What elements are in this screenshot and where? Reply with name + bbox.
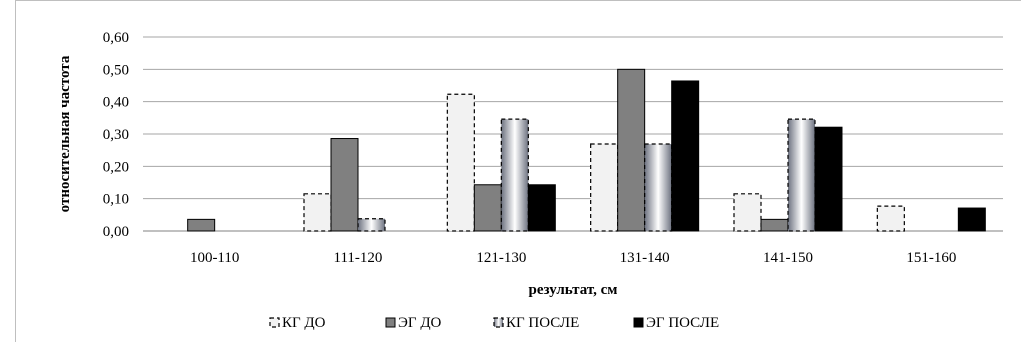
bar — [814, 126, 843, 232]
x-axis-ticks: 100-110 111-120 121-130 131-140 141-150 151-1… — [190, 250, 956, 266]
x-tick-label: 141-150 — [763, 250, 813, 266]
x-tick-label: 131-140 — [620, 250, 670, 266]
legend-label: ЭГ ДО — [398, 315, 442, 331]
y-tick-label: 0,30 — [103, 127, 129, 143]
bar — [876, 205, 905, 232]
chart-frame — [15, 0, 1021, 342]
y-tick-label: 0,00 — [103, 224, 129, 240]
bar — [446, 93, 475, 232]
bar — [590, 143, 619, 232]
bar — [733, 193, 762, 232]
y-tick-label: 0,20 — [103, 159, 129, 175]
bar — [787, 118, 816, 232]
bar — [473, 184, 502, 232]
bar — [330, 138, 359, 232]
bar — [671, 80, 700, 232]
x-tick-label: 111-120 — [334, 250, 383, 266]
y-tick-label: 0,50 — [103, 62, 129, 78]
x-tick-label: 151-160 — [906, 250, 956, 266]
bar — [644, 143, 673, 232]
bars — [187, 68, 986, 232]
legend-label: КГ ПОСЛЕ — [506, 315, 579, 331]
legend-label: КГ ДО — [282, 315, 326, 331]
gridlines — [143, 36, 1003, 200]
x-axis-label: результат, см — [529, 282, 618, 298]
bar — [617, 68, 646, 232]
bar — [527, 184, 556, 232]
bar — [760, 218, 789, 232]
legend-swatch — [269, 317, 280, 328]
y-tick-label: 0,60 — [103, 30, 129, 46]
y-axis-ticks: 0,00 0,10 0,20 0,30 0,40 0,50 0,60 — [103, 30, 129, 240]
bar — [500, 118, 529, 232]
legend: КГ ДО ЭГ ДО КГ ПОСЛЕ ЭГ ПОСЛЕ — [269, 315, 719, 331]
y-tick-label: 0,40 — [103, 95, 129, 111]
bar — [303, 193, 332, 232]
legend-label: ЭГ ПОСЛЕ — [646, 315, 719, 331]
bar — [187, 218, 216, 232]
bar — [957, 207, 986, 232]
legend-swatch — [633, 317, 644, 328]
bar — [357, 218, 386, 232]
legend-swatch — [493, 317, 504, 328]
y-tick-label: 0,10 — [103, 192, 129, 208]
x-tick-label: 100-110 — [190, 250, 239, 266]
x-tick-label: 121-130 — [476, 250, 526, 266]
legend-swatch — [385, 317, 396, 328]
y-axis-label: относительная частота — [57, 55, 73, 212]
